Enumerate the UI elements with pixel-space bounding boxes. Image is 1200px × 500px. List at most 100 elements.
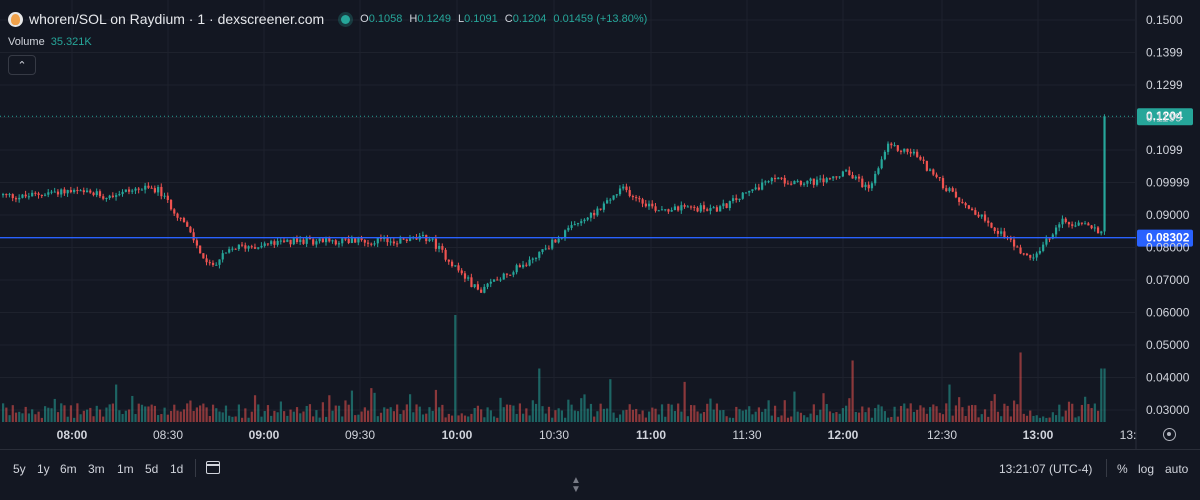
candle-body (396, 243, 399, 245)
resize-handle-icon[interactable]: ▲ ▼ (571, 475, 581, 495)
candle-body (357, 238, 360, 243)
candle-body (79, 190, 82, 192)
candle-body (777, 177, 780, 180)
clock[interactable]: 13:21:07 (UTC-4) (999, 462, 1093, 476)
volume-bar (163, 407, 166, 422)
volume-bar (738, 409, 741, 422)
candle-body (689, 206, 693, 208)
candle-body (877, 168, 880, 174)
volume-bar (751, 414, 754, 422)
volume-bar (560, 410, 563, 422)
volume-bar (803, 415, 806, 422)
volume-bar (321, 402, 324, 422)
symbol-title[interactable]: whoren/SOL on Raydium · 1 · dexscreener.… (29, 11, 325, 27)
candle-body (660, 209, 664, 211)
candle-body (286, 239, 289, 242)
volume-bar (118, 410, 121, 422)
volume-bar (131, 395, 134, 422)
candle-body (328, 238, 331, 242)
range-1d-button[interactable]: 1d (170, 462, 184, 476)
candle-body (470, 277, 473, 288)
candle-body (583, 219, 586, 222)
candle-body (124, 189, 127, 192)
volume-bar (680, 411, 683, 422)
volume-bar (880, 406, 883, 422)
candle-body (137, 188, 140, 190)
candle-body (431, 238, 434, 240)
volume-bar (1067, 401, 1071, 422)
volume-bar (941, 414, 945, 422)
range-1m-button[interactable]: 1m (117, 462, 134, 476)
volume-bar (486, 407, 489, 422)
volume-bar (363, 407, 366, 422)
volume-bar (534, 403, 538, 422)
chart-legend: whoren/SOL on Raydium · 1 · dexscreener.… (8, 11, 647, 27)
percent-scale-button[interactable]: % (1117, 462, 1128, 476)
range-1y-button[interactable]: 1y (37, 462, 50, 476)
candle-body (363, 240, 366, 243)
range-5d-button[interactable]: 5d (145, 462, 159, 476)
volume-bar (1003, 403, 1006, 422)
volume-bar (664, 416, 667, 422)
volume-bar (877, 404, 880, 422)
y-tick-label: 0.08000 (1146, 241, 1190, 255)
volume-bar (929, 407, 932, 422)
candle-body (825, 178, 828, 183)
candle-body (289, 239, 292, 245)
volume-bar (1035, 415, 1038, 422)
candle-body (480, 289, 483, 293)
candle-body (916, 151, 919, 157)
collapse-legend-button[interactable]: ⌃ (8, 55, 36, 75)
volume-bar (576, 411, 580, 422)
range-5y-button[interactable]: 5y (13, 462, 26, 476)
volume-bar (851, 360, 854, 422)
candle-body (874, 173, 877, 184)
candle-body (85, 190, 89, 193)
calendar-icon[interactable] (206, 461, 220, 474)
volume-bar (496, 417, 499, 422)
candle-body (541, 249, 544, 253)
volume-bar (121, 413, 124, 422)
volume-bar (76, 403, 79, 422)
candle-body (389, 241, 392, 243)
candle-body (292, 238, 295, 245)
volume-bar (499, 397, 502, 422)
candle-body (27, 196, 31, 198)
candle-body (1019, 247, 1022, 254)
candle-body (531, 258, 534, 260)
volume-bar (822, 393, 825, 422)
candle-body (321, 238, 324, 243)
candle-body (580, 221, 583, 224)
candle-body (809, 178, 812, 181)
volume-bar (2, 403, 5, 422)
range-6m-button[interactable]: 6m (60, 462, 77, 476)
candle-body (24, 194, 27, 197)
candle-body (483, 286, 486, 293)
toolbar-divider (1106, 459, 1107, 477)
y-tick-label: 0.1399 (1146, 46, 1183, 60)
candle-body (31, 192, 34, 197)
candle-body (228, 249, 231, 253)
candle-body (105, 198, 108, 200)
log-scale-button[interactable]: log (1138, 462, 1155, 476)
volume-bar (631, 409, 635, 422)
candle-body (467, 277, 470, 279)
volume-bar (460, 413, 463, 422)
candle-body (748, 190, 751, 193)
candle-body (515, 265, 518, 273)
candle-body (925, 160, 928, 171)
range-3m-button[interactable]: 3m (88, 462, 105, 476)
volume-bar (66, 416, 69, 422)
y-tick-label: 0.1299 (1146, 78, 1183, 92)
candle-body (706, 209, 709, 211)
volume-bar (667, 403, 670, 422)
candle-body (173, 209, 176, 214)
candle-body (318, 238, 321, 242)
settings-icon[interactable] (1163, 428, 1176, 441)
volume-bar (1054, 415, 1058, 422)
candle-body (667, 209, 670, 212)
volume-bar (641, 410, 644, 422)
auto-scale-button[interactable]: auto (1165, 462, 1189, 476)
